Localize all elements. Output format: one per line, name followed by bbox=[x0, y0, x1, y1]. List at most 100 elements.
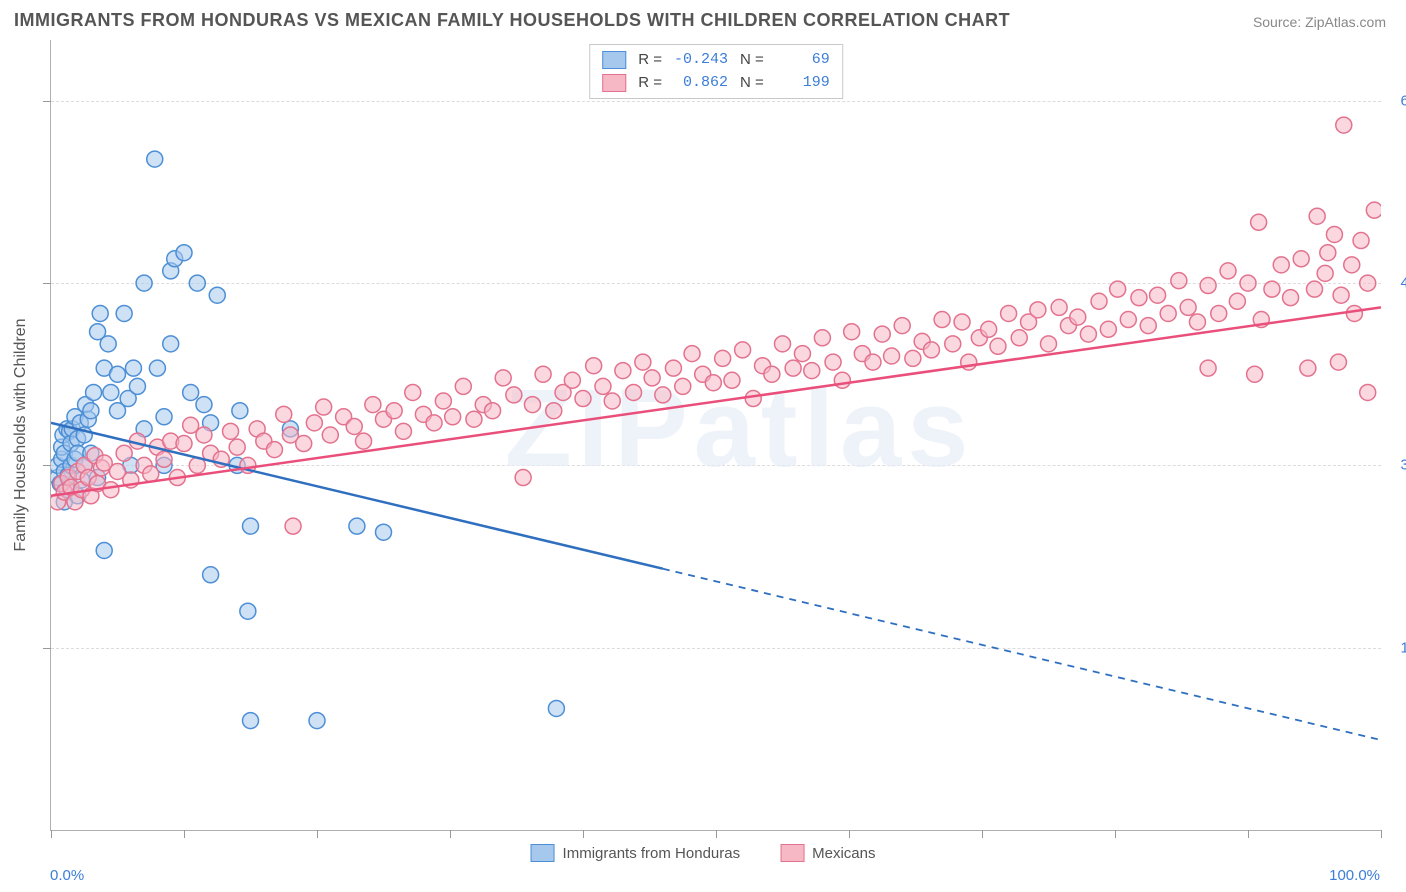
data-point bbox=[232, 403, 248, 419]
data-point bbox=[110, 366, 126, 382]
data-point bbox=[1326, 226, 1342, 242]
n-label-1: N = bbox=[740, 72, 764, 95]
x-tick bbox=[184, 830, 185, 838]
y-axis-label: Family Households with Children bbox=[12, 319, 30, 552]
data-point bbox=[1140, 318, 1156, 334]
data-point bbox=[655, 387, 671, 403]
data-point bbox=[276, 406, 292, 422]
data-point bbox=[156, 451, 172, 467]
data-point bbox=[243, 518, 259, 534]
data-point bbox=[934, 312, 950, 328]
trend-line-dashed bbox=[663, 569, 1381, 740]
data-point bbox=[445, 409, 461, 425]
x-tick bbox=[51, 830, 52, 838]
data-point bbox=[1366, 202, 1381, 218]
x-tick bbox=[982, 830, 983, 838]
data-point bbox=[1041, 336, 1057, 352]
data-point bbox=[1160, 305, 1176, 321]
data-point bbox=[990, 338, 1006, 354]
data-point bbox=[834, 372, 850, 388]
data-point bbox=[954, 314, 970, 330]
data-point bbox=[203, 567, 219, 583]
legend-item-honduras: Immigrants from Honduras bbox=[531, 844, 741, 862]
data-point bbox=[92, 305, 108, 321]
legend-label-mexicans: Mexicans bbox=[812, 845, 875, 862]
data-point bbox=[386, 403, 402, 419]
y-tick bbox=[43, 465, 51, 466]
r-value-1: 0.862 bbox=[670, 72, 728, 95]
y-tick bbox=[43, 101, 51, 102]
correlation-legend: R = -0.243 N = 69 R = 0.862 N = 199 bbox=[589, 44, 843, 99]
y-tick bbox=[43, 648, 51, 649]
data-point bbox=[615, 363, 631, 379]
data-point bbox=[1283, 290, 1299, 306]
data-point bbox=[814, 330, 830, 346]
data-point bbox=[455, 378, 471, 394]
data-point bbox=[346, 418, 362, 434]
data-point bbox=[1320, 245, 1336, 261]
data-point bbox=[495, 370, 511, 386]
swatch-mexicans-bottom bbox=[780, 844, 804, 862]
data-point bbox=[675, 378, 691, 394]
data-point bbox=[1100, 321, 1116, 337]
legend-row-mexicans: R = 0.862 N = 199 bbox=[602, 72, 830, 95]
data-point bbox=[163, 336, 179, 352]
legend-label-honduras: Immigrants from Honduras bbox=[563, 845, 741, 862]
data-point bbox=[865, 354, 881, 370]
source-value: ZipAtlas.com bbox=[1305, 14, 1386, 30]
data-point bbox=[1307, 281, 1323, 297]
x-tick bbox=[849, 830, 850, 838]
data-point bbox=[874, 326, 890, 342]
swatch-honduras bbox=[602, 51, 626, 69]
data-point bbox=[794, 346, 810, 362]
n-value-0: 69 bbox=[772, 49, 830, 72]
data-point bbox=[564, 372, 580, 388]
data-point bbox=[945, 336, 961, 352]
data-point bbox=[923, 342, 939, 358]
data-point bbox=[785, 360, 801, 376]
trend-line bbox=[51, 307, 1381, 495]
legend-row-honduras: R = -0.243 N = 69 bbox=[602, 49, 830, 72]
data-point bbox=[1336, 117, 1352, 133]
data-point bbox=[426, 415, 442, 431]
data-point bbox=[535, 366, 551, 382]
data-point bbox=[349, 518, 365, 534]
data-point bbox=[1080, 326, 1096, 342]
data-point bbox=[149, 360, 165, 376]
scatter-svg bbox=[51, 40, 1381, 830]
data-point bbox=[176, 245, 192, 261]
x-tick bbox=[583, 830, 584, 838]
data-point bbox=[894, 318, 910, 334]
data-point bbox=[1200, 278, 1216, 294]
data-point bbox=[1211, 305, 1227, 321]
x-tick bbox=[450, 830, 451, 838]
data-point bbox=[376, 524, 392, 540]
data-point bbox=[86, 384, 102, 400]
data-point bbox=[1189, 314, 1205, 330]
data-point bbox=[1264, 281, 1280, 297]
data-point bbox=[1333, 287, 1349, 303]
r-label-1: R = bbox=[638, 72, 662, 95]
series-legend: Immigrants from Honduras Mexicans bbox=[531, 844, 876, 862]
plot-area: ZIPatlas Family Households with Children… bbox=[50, 40, 1381, 831]
data-point bbox=[1091, 293, 1107, 309]
data-point bbox=[1247, 366, 1263, 382]
swatch-mexicans bbox=[602, 74, 626, 92]
data-point bbox=[1353, 233, 1369, 249]
r-value-0: -0.243 bbox=[670, 49, 728, 72]
data-point bbox=[825, 354, 841, 370]
data-point bbox=[1251, 214, 1267, 230]
r-label-0: R = bbox=[638, 49, 662, 72]
data-point bbox=[356, 433, 372, 449]
data-point bbox=[546, 403, 562, 419]
data-point bbox=[635, 354, 651, 370]
data-point bbox=[1346, 305, 1362, 321]
data-point bbox=[322, 427, 338, 443]
source-label: Source: bbox=[1253, 14, 1305, 30]
data-point bbox=[884, 348, 900, 364]
data-point bbox=[285, 518, 301, 534]
data-point bbox=[1131, 290, 1147, 306]
data-point bbox=[143, 466, 159, 482]
data-point bbox=[136, 275, 152, 291]
data-point bbox=[665, 360, 681, 376]
